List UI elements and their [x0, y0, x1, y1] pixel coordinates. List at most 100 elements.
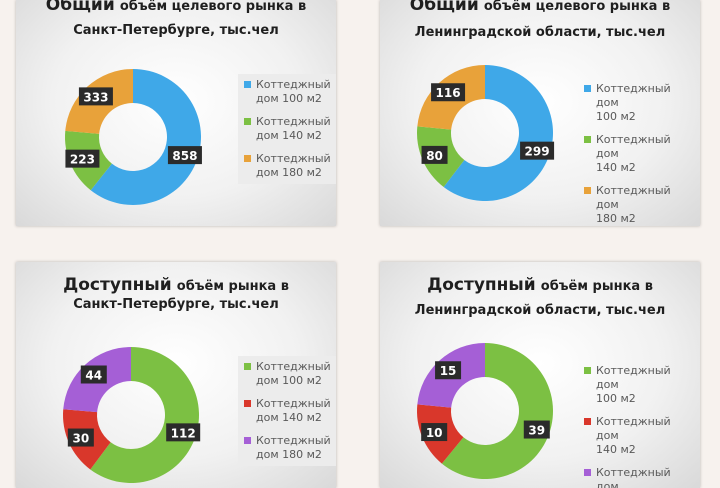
legend-label: 140 м2	[596, 443, 636, 456]
legend-label: дом 180 м2	[256, 166, 322, 179]
legend-entry: Коттеджный дом 100 м2	[244, 360, 336, 388]
data-label-text: 15	[440, 364, 457, 378]
chart-title-line1: Общий объём целевого рынка в	[380, 0, 700, 20]
legend-swatch	[244, 437, 251, 444]
legend-swatch	[584, 85, 591, 92]
legend-label: Коттеджный	[256, 115, 331, 128]
chart-title-big: Общий	[45, 0, 115, 15]
data-label: 223	[65, 149, 100, 168]
data-label: 858	[167, 146, 202, 165]
data-label-box	[65, 149, 100, 168]
data-label: 116	[431, 83, 466, 102]
legend-swatch	[584, 136, 591, 143]
chart-title-line1: Доступный объём рынка в	[380, 272, 700, 300]
legend-swatch	[584, 418, 591, 425]
data-label-text: 39	[528, 424, 545, 438]
chart-title-line2: Санкт-Петербурге, тыс.чел	[16, 292, 336, 318]
data-label-box	[435, 361, 462, 380]
legend-label: Коттеджный	[256, 397, 331, 410]
legend-swatch	[244, 81, 251, 88]
chart-title-line2-text: Ленинградской области, тыс.чел	[414, 25, 666, 40]
data-label-text: 30	[72, 432, 89, 446]
chart-title-line2-text: Санкт-Петербурге, тыс.чел	[73, 297, 279, 312]
legend-entry: Коттеджный дом 140 м2	[584, 133, 686, 175]
data-label: 15	[435, 361, 462, 380]
legend-label: Коттеджный дом	[596, 133, 671, 160]
donut-chart: 112 30 44	[63, 347, 201, 483]
legend-swatch	[584, 187, 591, 194]
legend-label: Коттеджный дом	[596, 466, 671, 488]
legend-swatch	[244, 400, 251, 407]
data-label: 30	[67, 428, 94, 447]
data-label-text: 299	[525, 145, 550, 159]
data-label: 10	[421, 423, 448, 442]
chart-title-big: Доступный	[63, 275, 172, 295]
data-label-box	[78, 87, 113, 106]
legend-entry: Коттеджный дом 180 м2	[244, 434, 336, 462]
legend-label: дом 100 м2	[256, 374, 322, 387]
chart-title-small: объём рынка в	[176, 279, 289, 294]
legend-label: Коттеджный	[256, 434, 331, 447]
chart-panel-lo-available: Доступный объём рынка в Ленинградской об…	[380, 262, 700, 488]
data-label-text: 112	[171, 426, 196, 440]
legend-swatch	[244, 155, 251, 162]
chart-title-line2: Ленинградской области, тыс.чел	[380, 298, 700, 324]
data-label-box	[67, 428, 94, 447]
data-label-box	[421, 145, 448, 164]
data-label: 44	[80, 365, 107, 384]
donut-slice	[441, 343, 553, 479]
legend-swatch	[244, 363, 251, 370]
data-label-box	[80, 365, 107, 384]
chart-panel-spb-total: Общий объём целевого рынка в Санкт-Петер…	[16, 0, 336, 226]
chart-title-small: объём целевого рынка в	[119, 0, 307, 14]
chart-title-big: Общий	[409, 0, 479, 15]
data-label-text: 858	[172, 149, 197, 163]
chart-title-small: объём целевого рынка в	[483, 0, 671, 14]
data-label-box	[167, 146, 202, 165]
legend-label: Коттеджный	[256, 152, 331, 165]
data-label: 80	[421, 145, 448, 164]
legend-entry: Коттеджный дом 180 м2	[244, 152, 336, 180]
data-label: 39	[523, 420, 550, 439]
chart-title-big: Доступный	[427, 275, 536, 295]
legend-label: дом 140 м2	[256, 129, 322, 142]
data-label-text: 44	[85, 369, 102, 383]
data-label-text: 10	[426, 426, 443, 440]
data-label-text: 333	[83, 90, 108, 104]
legend-label: 100 м2	[596, 110, 636, 123]
chart-title-line2-text: Санкт-Петербурге, тыс.чел	[73, 23, 279, 38]
donut-chart: 858 223 333	[65, 69, 202, 205]
legend-label: Коттеджный дом	[596, 82, 671, 109]
legend-label: дом 180 м2	[256, 448, 322, 461]
donut-slice	[90, 69, 201, 205]
legend-label: 180 м2	[596, 212, 636, 225]
data-label: 299	[520, 141, 555, 160]
legend-swatch	[244, 118, 251, 125]
legend-label: Коттеджный	[256, 78, 331, 91]
data-label-box	[520, 141, 555, 160]
donut-chart: 299 80 116	[417, 65, 555, 201]
chart-title-line1: Общий объём целевого рынка в	[16, 0, 336, 20]
data-label-box	[523, 420, 550, 439]
legend-label: Коттеджный дом	[596, 415, 671, 442]
legend-label: дом 100 м2	[256, 92, 322, 105]
data-label-text: 80	[426, 149, 443, 163]
legend-label: дом 140 м2	[256, 411, 322, 424]
legend-label: 100 м2	[596, 392, 636, 405]
data-label-box	[166, 423, 201, 442]
chart-legend: Коттеджный дом 100 м2 Коттеджный дом 140 м2…	[584, 364, 686, 488]
chart-panel-lo-total: Общий объём целевого рынка в Ленинградск…	[380, 0, 700, 226]
legend-entry: Коттеджный дом 100 м2	[244, 78, 336, 106]
legend-entry: Коттеджный дом 100 м2	[584, 82, 686, 124]
legend-swatch	[584, 469, 591, 476]
data-label: 333	[78, 87, 113, 106]
legend-entry: Коттеджный дом 140 м2	[244, 115, 336, 143]
chart-title-line1: Доступный объём рынка в	[16, 272, 336, 300]
data-label-box	[421, 423, 448, 442]
chart-legend: Коттеджный дом 100 м2 Коттеджный дом 140 м2…	[584, 82, 686, 226]
chart-title-line2: Ленинградской области, тыс.чел	[380, 20, 700, 46]
legend-label: Коттеджный дом	[596, 364, 671, 391]
legend-swatch	[584, 367, 591, 374]
chart-legend: Коттеджный дом 100 м2 Коттеджный дом 140 м2…	[238, 356, 336, 466]
